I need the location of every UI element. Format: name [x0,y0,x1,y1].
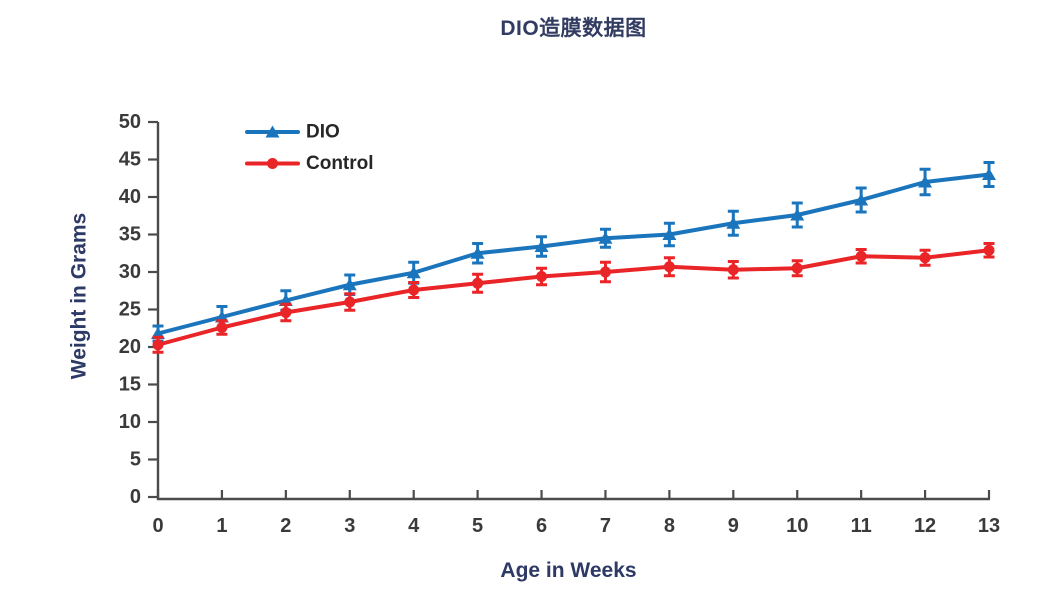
control-marker-circle [727,264,739,276]
y-tick-label: 20 [119,336,141,358]
dio-marker-triangle [918,175,933,188]
x-tick-label: 3 [344,515,355,537]
x-tick-label: 5 [472,515,483,537]
y-tick-label: 25 [119,299,141,321]
control-marker-circle [408,284,420,296]
dio-marker-triangle [790,208,805,221]
dio-marker-triangle [854,193,869,206]
x-tick-label: 8 [664,515,675,537]
y-axis-label: Weight in Grams [68,213,91,379]
dio-marker-triangle [534,240,549,252]
chart-title: DIO造膜数据图 [500,17,647,40]
control-marker-circle [855,250,867,262]
y-tick-label: 45 [119,149,141,171]
y-tick-label: 0 [130,486,141,508]
dio-marker-triangle [982,168,996,180]
x-tick-label: 11 [851,515,872,537]
y-tick-label: 40 [119,186,141,208]
control-marker-circle [280,307,292,318]
dio-marker-triangle [406,266,421,279]
control-marker-circle [216,322,228,333]
control-marker-circle [536,271,548,282]
y-tick-label: 35 [119,224,141,246]
x-tick-label: 4 [408,515,420,537]
dio-marker-triangle [726,216,741,229]
control-marker-circle [791,262,803,274]
legend-label: DIO [306,122,340,143]
control-series [152,242,995,354]
legend-marker-circle [267,158,278,169]
x-tick-label: 6 [536,515,547,537]
x-tick-label: 13 [978,515,1000,537]
control-marker-circle [919,252,931,264]
y-tick-label: 30 [119,261,141,283]
y-tick-label: 50 [119,111,141,133]
x-tick-label: 12 [914,515,936,537]
control-marker-circle [472,277,484,289]
dio-marker-triangle [470,246,485,259]
legend-item-dio: DIO [245,122,340,143]
x-tick-label: 7 [600,515,611,537]
dio-marker-triangle [598,231,613,244]
legend-item-control: Control [245,153,374,174]
control-marker-circle [599,266,611,278]
x-tick-label: 10 [786,515,808,537]
control-marker-circle [152,339,164,351]
y-tick-label: 10 [119,411,141,433]
x-tick-label: 1 [216,515,227,537]
x-tick-label: 2 [280,515,291,537]
x-axis-label: Age in Weeks [500,559,636,582]
control-line [156,248,991,347]
dio-marker-triangle [662,228,677,240]
legend-label: Control [306,153,374,174]
control-marker-circle [983,244,995,256]
x-tick-label: 0 [152,515,163,537]
control-marker-circle [344,296,356,308]
y-tick-label: 5 [130,449,141,471]
dio-marker-triangle [342,278,357,291]
legend-marker-triangle [265,125,280,138]
y-tick-label: 15 [119,374,141,396]
x-tick-label: 9 [728,515,739,537]
dio-line [156,172,991,336]
control-marker-circle [663,261,675,273]
